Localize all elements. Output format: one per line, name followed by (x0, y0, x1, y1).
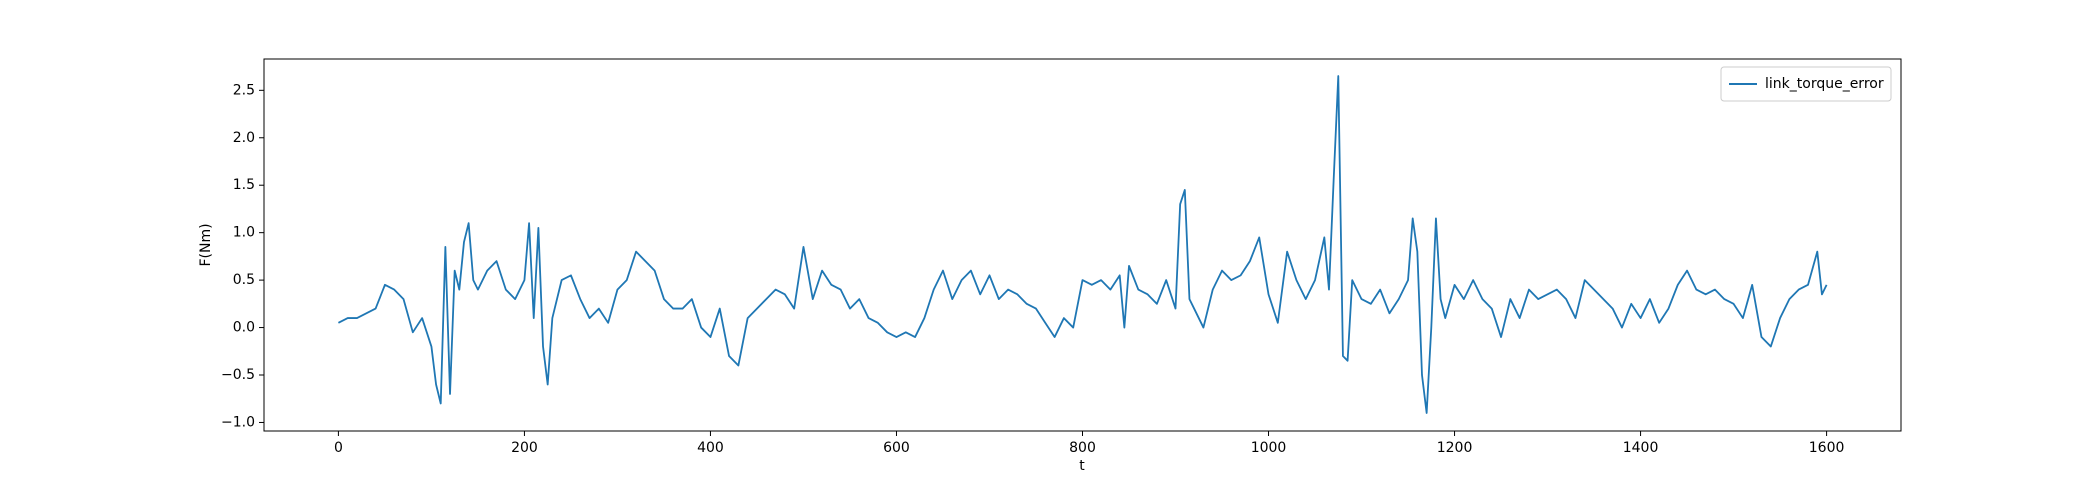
y-tick-label: −1.0 (221, 414, 255, 430)
x-tick-label: 1600 (1809, 440, 1845, 456)
x-tick-label: 1200 (1437, 440, 1473, 456)
x-tick-label: 1000 (1251, 440, 1287, 456)
y-axis-label: F(Nm) (198, 223, 214, 266)
y-tick-label: 2.0 (233, 130, 255, 146)
x-tick-label: 800 (1069, 440, 1096, 456)
y-tick-label: 0.0 (233, 320, 255, 336)
legend-box (1720, 66, 1892, 102)
y-tick-label: 1.0 (233, 225, 255, 241)
x-axis-label: t (1079, 458, 1085, 474)
legend-label: link_torque_error (1765, 76, 1884, 92)
y-tick-label: −0.5 (221, 367, 255, 383)
x-tick-label: 400 (697, 440, 724, 456)
x-tick-label: 200 (511, 440, 538, 456)
plot-frame (263, 58, 1902, 432)
legend: link_torque_error (1720, 66, 1892, 102)
x-tick-label: 1400 (1623, 440, 1659, 456)
y-tick-label: 0.5 (233, 272, 255, 288)
y-tick-label: 1.5 (233, 177, 255, 193)
x-tick-label: 0 (334, 440, 343, 456)
x-tick-label: 600 (883, 440, 910, 456)
data-line (338, 75, 1828, 414)
y-tick-label: 2.5 (233, 82, 255, 98)
